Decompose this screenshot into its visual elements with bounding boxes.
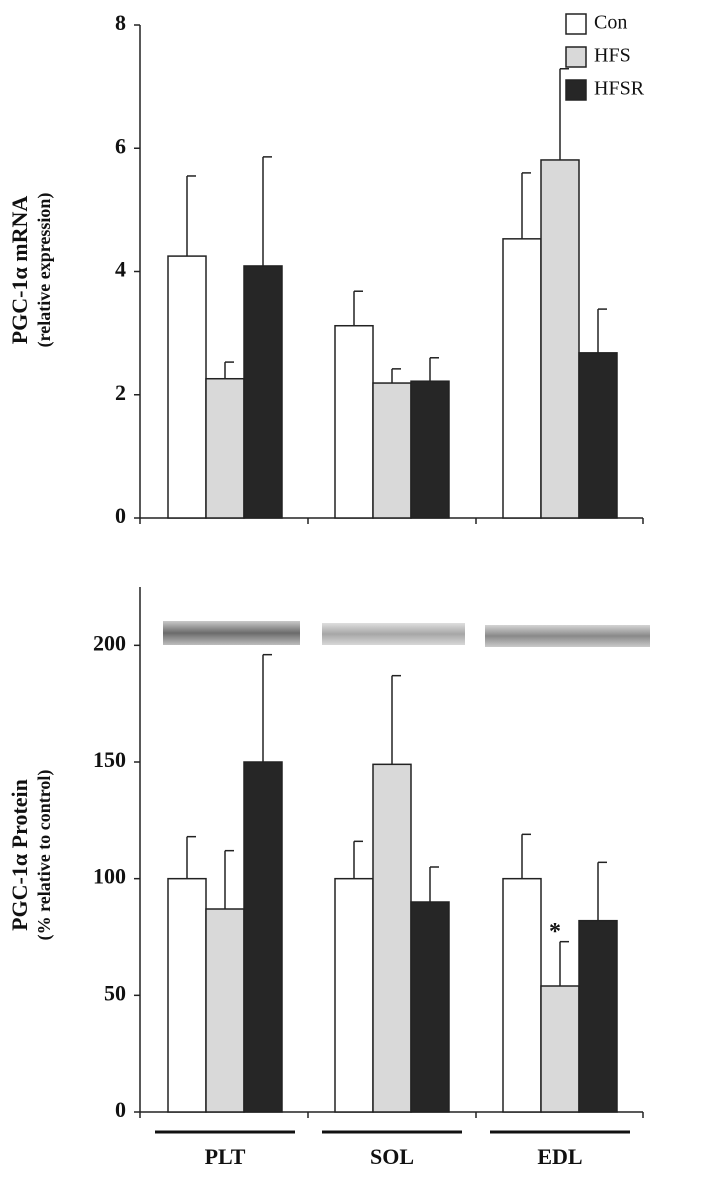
legend-swatch [565,46,587,68]
bar [205,908,245,1113]
legend-item: HFSR [565,78,645,101]
y-tick-label: 8 [115,10,126,35]
bar [334,877,374,1113]
bar [540,985,580,1113]
bar [578,352,618,519]
bar [578,919,618,1113]
bar [540,159,580,519]
y-tick-label: 4 [115,257,126,282]
legend-swatch [565,13,587,35]
bar [410,380,450,519]
y-tick-label: 200 [93,630,126,655]
legend-item: HFS [565,45,631,68]
y-tick-label: 150 [93,747,126,772]
legend-swatch [565,79,587,101]
bar [243,761,283,1113]
y-tick-label: 0 [115,1097,126,1122]
western-blot [485,625,650,647]
y-tick-label: 6 [115,133,126,158]
y-tick-label: 100 [93,864,126,889]
bar [502,877,542,1113]
bar [372,382,412,519]
y-axis-label: PGC-1α Protein [7,779,32,931]
y-tick-label: 2 [115,380,126,405]
y-axis-label: PGC-1α mRNA [7,196,32,345]
bar [167,255,207,519]
western-blot [163,621,300,645]
western-blot [322,623,465,645]
legend-label: Con [594,12,627,34]
bar [243,265,283,519]
y-tick-label: 0 [115,503,126,528]
bar [372,763,412,1113]
y-axis-label: (% relative to control) [34,770,55,941]
legend-label: HFS [594,45,631,67]
x-tick-label: PLT [205,1144,246,1169]
x-tick-label: EDL [537,1144,582,1169]
y-axis-label: (relative expression) [34,193,55,348]
bar [334,324,374,519]
annotation: * [549,919,561,945]
y-tick-label: 50 [104,980,126,1005]
bar [410,901,450,1113]
x-tick-label: SOL [370,1144,414,1169]
legend-item: Con [565,12,627,35]
bar [205,377,245,519]
bar [502,238,542,519]
bar [167,877,207,1113]
legend-label: HFSR [594,78,645,100]
